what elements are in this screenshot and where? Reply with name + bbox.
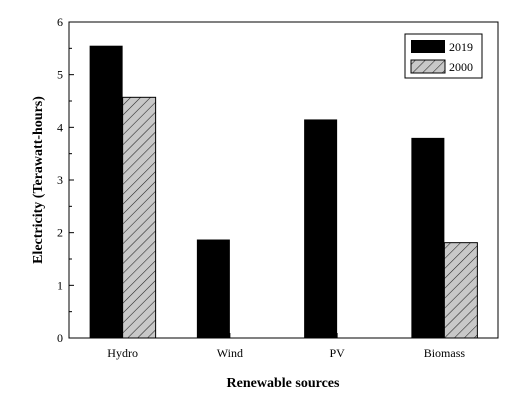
legend: 2019 2000 bbox=[404, 33, 483, 79]
legend-label-2000: 2000 bbox=[449, 60, 473, 74]
legend-swatch-2019 bbox=[411, 40, 445, 53]
y-tick-label: 5 bbox=[57, 68, 63, 82]
x-tick-label: Hydro bbox=[107, 346, 138, 360]
legend-swatch-2000 bbox=[410, 59, 446, 74]
y-tick-label: 1 bbox=[57, 278, 63, 292]
bar-2019-wind bbox=[196, 239, 230, 338]
x-tick-label: Wind bbox=[217, 346, 243, 360]
y-axis-ticks: 0 1 2 3 4 5 6 bbox=[57, 15, 74, 345]
y-tick-label: 4 bbox=[57, 120, 63, 134]
x-axis-title: Renewable sources bbox=[227, 376, 340, 391]
bar-2000-hydro bbox=[122, 96, 157, 339]
bar-2019-pv bbox=[304, 119, 338, 338]
y-tick-label: 2 bbox=[57, 226, 63, 240]
bar-series-group bbox=[89, 45, 478, 339]
bar-2019-hydro bbox=[89, 45, 123, 338]
x-tick-label: Biomass bbox=[424, 346, 466, 360]
y-tick-label: 3 bbox=[57, 173, 63, 187]
x-tick-label: PV bbox=[329, 346, 345, 360]
legend-label-2019: 2019 bbox=[449, 40, 473, 54]
bar-2000-biomass bbox=[443, 242, 478, 339]
bar-2019-biomass bbox=[411, 137, 445, 338]
y-axis-title: Electricity (Terawatt-hours) bbox=[31, 96, 46, 264]
y-tick-label: 0 bbox=[57, 331, 63, 345]
y-tick-label: 6 bbox=[57, 15, 63, 29]
